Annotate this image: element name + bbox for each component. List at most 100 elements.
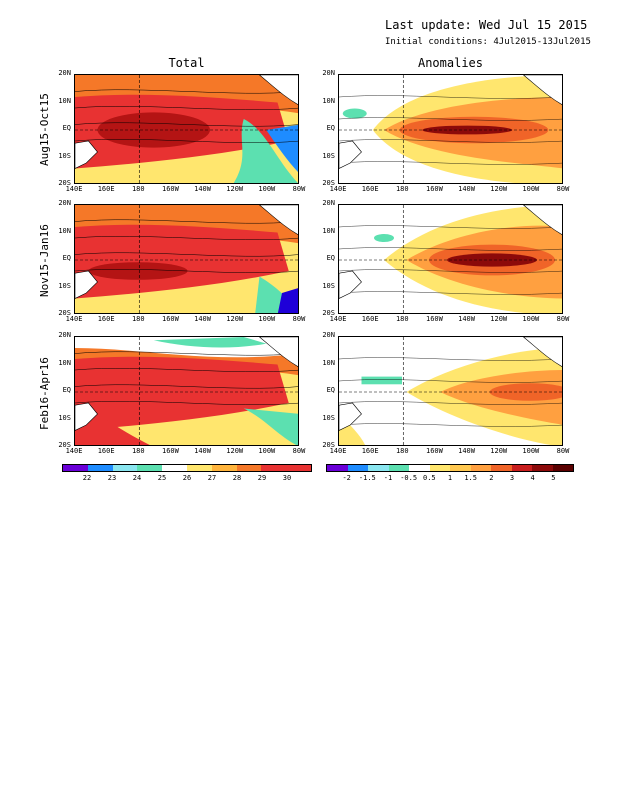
x-tick-label: 140W bbox=[194, 315, 211, 323]
x-tick-label: 80W bbox=[292, 447, 306, 455]
x-tick-label: 100W bbox=[522, 315, 540, 323]
y-tick-label: 10N bbox=[322, 96, 335, 105]
colorbar-segment bbox=[87, 465, 113, 471]
x-tick-label: 160W bbox=[161, 447, 179, 455]
x-tick-label: 160E bbox=[97, 447, 115, 455]
x-tick-label: 160E bbox=[361, 185, 379, 193]
colorbar-segment bbox=[409, 465, 430, 471]
colorbar-segment bbox=[162, 465, 187, 471]
y-tick-label: 20N bbox=[58, 199, 71, 207]
x-tick-label: 160E bbox=[361, 447, 379, 455]
x-tick-label: 100W bbox=[258, 185, 276, 193]
colorbar-label: 3 bbox=[509, 474, 515, 482]
anomalies-colorbar bbox=[326, 464, 574, 472]
y-tick-label: 10S bbox=[58, 281, 71, 290]
x-tick-label: 140E bbox=[65, 185, 83, 193]
anomalies-map-panel-3 bbox=[338, 336, 563, 446]
y-tick-label: EQ bbox=[62, 254, 71, 262]
x-tick-label: 180 bbox=[395, 447, 409, 455]
x-tick-label: 100W bbox=[522, 185, 540, 193]
colorbar-segment bbox=[112, 465, 138, 471]
colorbar-label: -2 bbox=[342, 474, 351, 482]
colorbar-label: 28 bbox=[232, 474, 242, 482]
x-tick-label: 140W bbox=[458, 447, 475, 455]
y-tick-label: 10S bbox=[322, 281, 335, 290]
y-tick-label: 10S bbox=[322, 413, 335, 422]
y-tick-label: 10S bbox=[58, 413, 71, 422]
colorbar-label: 29 bbox=[257, 474, 267, 482]
y-tick-label: 10N bbox=[58, 358, 71, 367]
y-tick-label: 20S bbox=[322, 179, 335, 187]
colorbar-segment bbox=[236, 465, 262, 471]
y-tick-label: 10N bbox=[58, 226, 71, 235]
x-tick-label: 160E bbox=[361, 315, 379, 323]
x-tick-label: 140E bbox=[329, 315, 347, 323]
y-tick-label: EQ bbox=[326, 254, 335, 262]
x-tick-label: 160W bbox=[161, 185, 179, 193]
y-tick-label: 10N bbox=[58, 96, 71, 105]
y-tick-label: 20N bbox=[322, 69, 335, 77]
column-title-total: Total bbox=[168, 56, 205, 70]
x-tick-label: 140E bbox=[65, 447, 83, 455]
anomalies-map-panel-2 bbox=[338, 204, 563, 314]
total-map-panel-3 bbox=[74, 336, 299, 446]
x-tick-label: 160W bbox=[425, 185, 443, 193]
y-tick-label: 20N bbox=[322, 331, 335, 339]
colorbar-label: 23 bbox=[107, 474, 117, 482]
x-tick-label: 180 bbox=[131, 315, 145, 323]
x-tick-label: 180 bbox=[395, 315, 409, 323]
colorbar-label: 26 bbox=[182, 474, 192, 482]
y-tick-label: 20S bbox=[58, 179, 71, 187]
y-tick-label: EQ bbox=[62, 124, 71, 132]
last-update-text: Last update: Wed Jul 15 2015 bbox=[385, 18, 588, 32]
x-tick-label: 120W bbox=[226, 185, 244, 193]
colorbar-label: 0.5 bbox=[423, 474, 436, 482]
colorbar-segment bbox=[211, 465, 237, 471]
x-tick-label: 80W bbox=[556, 315, 570, 323]
colorbar-label: 1 bbox=[447, 474, 453, 482]
x-tick-label: 180 bbox=[131, 447, 145, 455]
x-tick-label: 160W bbox=[161, 315, 179, 323]
colorbar-label: -1.5 bbox=[358, 474, 376, 482]
total-map-panel-1 bbox=[74, 74, 299, 184]
x-tick-label: 180 bbox=[395, 185, 409, 193]
y-tick-label: 20N bbox=[58, 331, 71, 339]
x-tick-label: 120W bbox=[490, 447, 508, 455]
colorbar-label: 30 bbox=[282, 474, 292, 482]
x-tick-label: 100W bbox=[258, 315, 276, 323]
x-tick-label: 80W bbox=[292, 185, 306, 193]
x-tick-label: 160E bbox=[97, 315, 115, 323]
column-title-anomalies: Anomalies bbox=[417, 56, 484, 70]
y-tick-label: 20S bbox=[58, 441, 71, 449]
colorbar-segment bbox=[63, 465, 88, 471]
colorbar-segment bbox=[388, 465, 409, 471]
colorbar-label: 4 bbox=[530, 474, 535, 482]
colorbar-label: 22 bbox=[82, 474, 92, 482]
x-tick-label: 80W bbox=[556, 185, 570, 193]
colorbar-segment bbox=[286, 465, 311, 471]
colorbar-segment bbox=[261, 465, 287, 471]
colorbar-segment bbox=[368, 465, 389, 471]
x-tick-label: 140W bbox=[458, 185, 475, 193]
y-tick-label: 20N bbox=[322, 199, 335, 207]
colorbar-segment bbox=[429, 465, 450, 471]
x-tick-label: 140W bbox=[194, 185, 211, 193]
total-map-panel-2 bbox=[74, 204, 299, 314]
colorbar-label: 25 bbox=[157, 474, 167, 482]
colorbar-segment bbox=[552, 465, 573, 471]
y-tick-label: 10S bbox=[322, 151, 335, 160]
y-tick-label: EQ bbox=[326, 124, 335, 132]
x-tick-label: 100W bbox=[258, 447, 276, 455]
x-tick-label: 140E bbox=[65, 315, 83, 323]
x-tick-label: 80W bbox=[292, 315, 306, 323]
colorbar-segment bbox=[347, 465, 368, 471]
x-tick-label: 80W bbox=[556, 447, 570, 455]
colorbar-segment bbox=[137, 465, 163, 471]
y-tick-label: 10N bbox=[322, 226, 335, 235]
x-tick-label: 120W bbox=[226, 315, 244, 323]
x-tick-label: 140W bbox=[194, 447, 211, 455]
colorbar-label: 2 bbox=[489, 474, 494, 482]
colorbar-segment bbox=[470, 465, 491, 471]
y-tick-label: 10S bbox=[58, 151, 71, 160]
total-colorbar bbox=[62, 464, 312, 472]
